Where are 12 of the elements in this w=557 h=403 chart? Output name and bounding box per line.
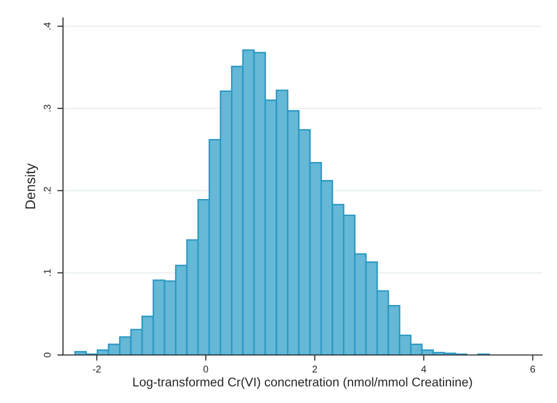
- y-tick-label: 0: [44, 352, 51, 358]
- x-tick-label: 2: [312, 366, 317, 372]
- y-tick-label: .3: [44, 104, 51, 112]
- x-tick-label: 6: [530, 366, 536, 373]
- y-tick-label: .1: [44, 269, 51, 276]
- x-tick-label: 0: [203, 366, 208, 373]
- y-tick-label: .2: [44, 187, 51, 194]
- x-axis-title: Log-transformed Cr(VI) concnetration (nmol/mmol Creatinine): [133, 377, 472, 389]
- y-axis-title: Density: [25, 163, 38, 209]
- x-tick-label: 4: [421, 366, 426, 372]
- y-tick-label: .4: [44, 22, 51, 30]
- x-tick-label: -2: [92, 366, 101, 372]
